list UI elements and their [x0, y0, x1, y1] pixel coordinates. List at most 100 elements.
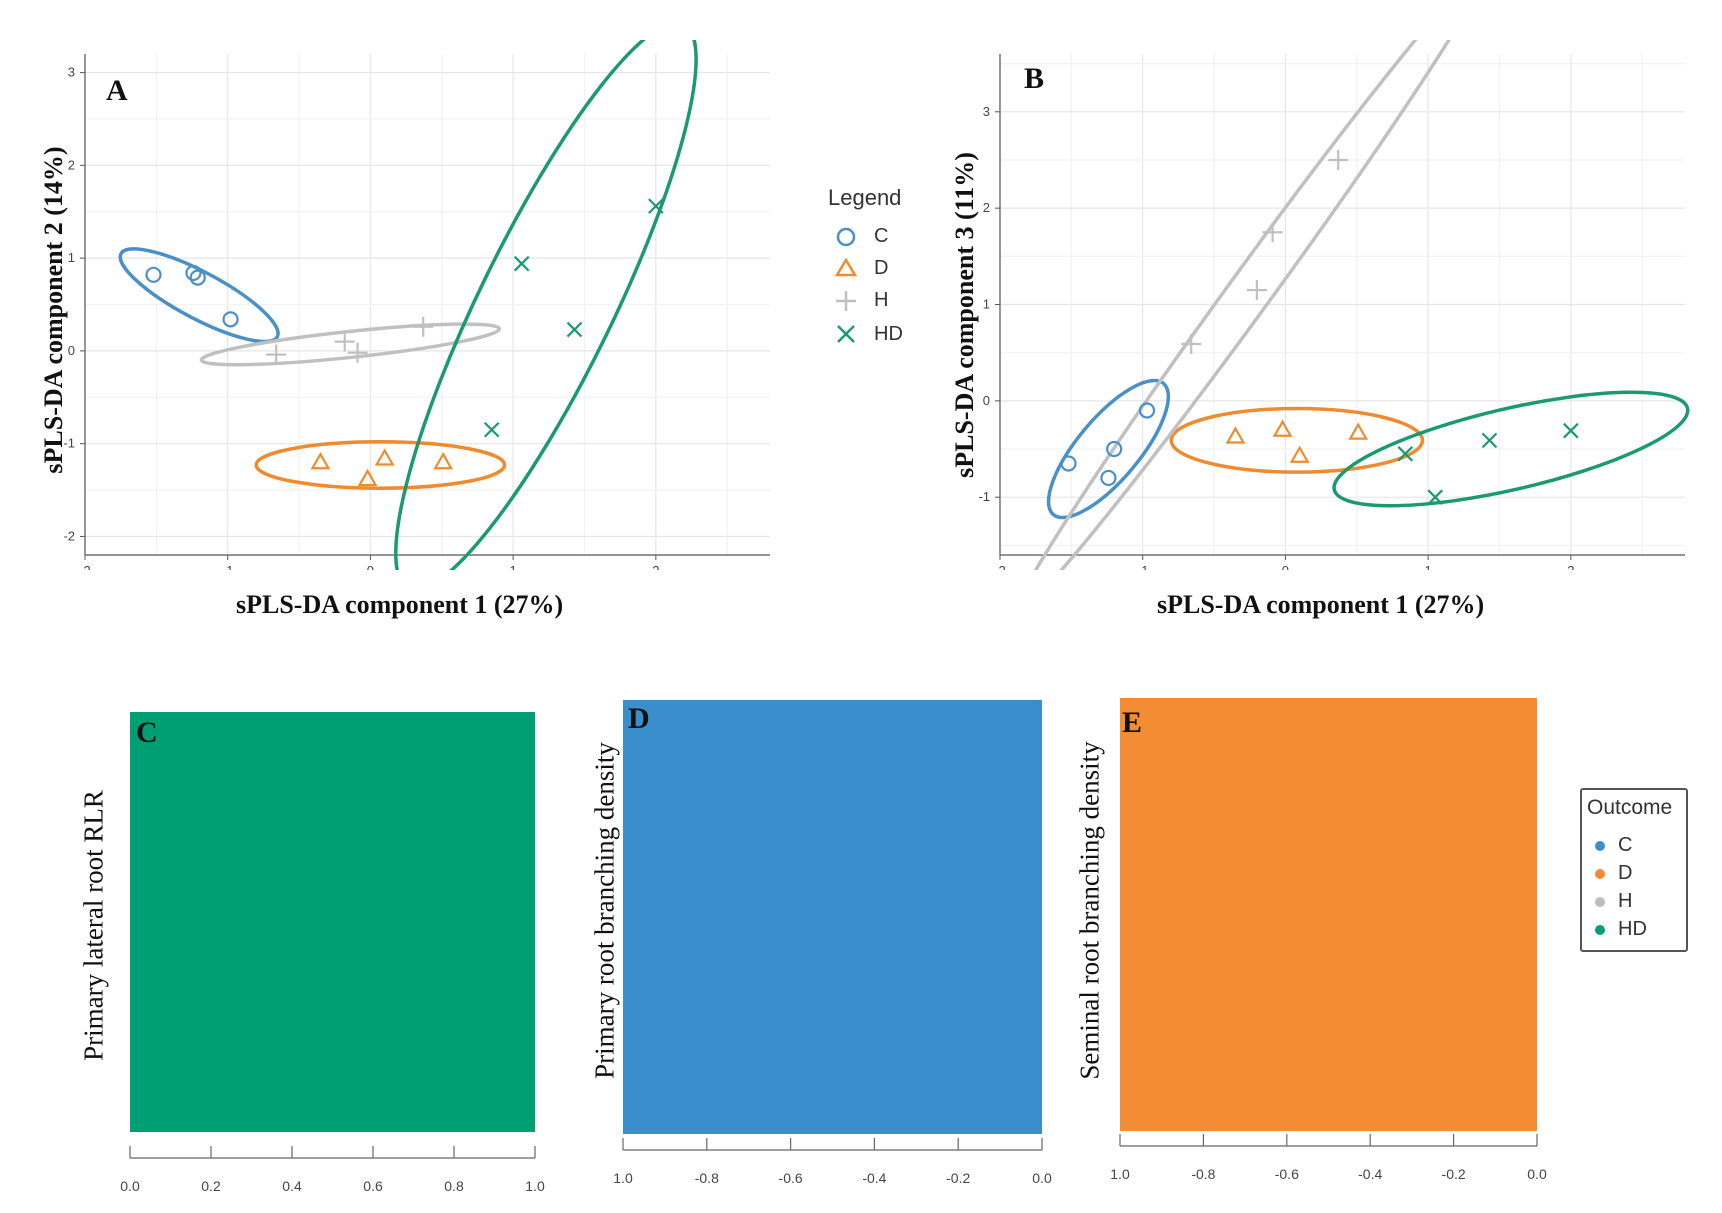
outcome-legend: Outcome C D H HD — [1580, 788, 1688, 952]
plot-a-y-axis-title: sPLS-DA component 2 (14%) — [39, 146, 68, 474]
x-tick-label: 1.0 — [613, 1170, 633, 1186]
point-c — [1060, 455, 1077, 472]
bar — [130, 712, 535, 1132]
y-tick-label: -1 — [978, 489, 990, 504]
x-tick-label: 0.0 — [120, 1178, 140, 1194]
point-c — [145, 266, 162, 283]
outcome-legend-title: Outcome — [1587, 796, 1673, 819]
y-tick-label: 0 — [68, 343, 75, 358]
x-tick-label: 0.2 — [201, 1178, 221, 1194]
outcome-dot-c-icon — [1595, 841, 1605, 851]
bar — [623, 700, 1042, 1134]
x-tick-label: 0.0 — [1527, 1166, 1547, 1182]
x-tick-label: -2 — [79, 563, 91, 570]
legend-title: Legend — [828, 185, 902, 210]
y-tick-label: -1 — [63, 436, 75, 451]
legend-triangle-icon — [834, 257, 858, 277]
legend-label-h: H — [874, 289, 889, 311]
point-c — [1138, 402, 1156, 419]
bar-plot-e: 1.0 -0.8 -0.6 -0.4 -0.2 0.0 — [1110, 698, 1547, 1182]
x-tick-label: 1 — [1425, 563, 1432, 570]
point-c — [1106, 440, 1123, 458]
x-tick-label: -0.8 — [695, 1170, 719, 1186]
point-c — [185, 264, 202, 282]
confidence-ellipse-hd — [394, 40, 698, 570]
point-d — [374, 448, 395, 466]
point-hd — [1563, 422, 1579, 439]
outcome-label-d: D — [1618, 862, 1633, 884]
y-tick-label: 3 — [68, 65, 75, 80]
point-d — [1272, 419, 1293, 437]
point-c — [189, 269, 206, 286]
plot-b-x-axis-title: sPLS-DA component 1 (27%) — [1157, 590, 1485, 619]
legend-markers — [834, 227, 858, 343]
confidence-ellipse-c — [1046, 378, 1171, 520]
point-hd — [648, 198, 664, 214]
x-tick-label: 0.4 — [282, 1178, 302, 1194]
x-tick-label: 0 — [1282, 563, 1289, 570]
point-d — [1348, 422, 1369, 440]
outcome-dot-h-icon — [1595, 897, 1605, 907]
legend-a: Legend C D H HD — [828, 185, 938, 359]
confidence-ellipse-h — [1015, 40, 1490, 570]
point-h — [1246, 280, 1267, 301]
confidence-ellipse-c — [118, 247, 280, 344]
x-tick-label: 1 — [510, 563, 517, 570]
point-c — [222, 311, 239, 328]
point-h — [413, 316, 434, 337]
x-tick-label: -0.6 — [1275, 1166, 1299, 1182]
point-d — [1225, 426, 1246, 444]
point-d — [310, 452, 331, 470]
point-d — [433, 452, 454, 470]
x-tick-label: 0.8 — [444, 1178, 464, 1194]
y-tick-label: 1 — [68, 250, 75, 265]
y-tick-label: 1 — [983, 297, 990, 312]
x-tick-label: 2 — [652, 563, 659, 570]
point-d — [357, 468, 378, 487]
plot-b-y-axis-title: sPLS-DA component 3 (11%) — [950, 152, 979, 478]
point-hd — [513, 255, 530, 272]
panel-label-c: C — [136, 716, 158, 749]
outcome-label-c: C — [1618, 834, 1633, 856]
panel-label-d: D — [628, 702, 650, 735]
y-tick-label: 2 — [68, 157, 75, 172]
grid-lines — [84, 54, 770, 555]
point-hd — [566, 321, 583, 338]
x-tick-label: -0.2 — [1442, 1166, 1466, 1182]
point-h — [266, 344, 287, 365]
x-tick-label: -2 — [994, 563, 1006, 570]
bar — [1120, 698, 1537, 1131]
point-d — [1289, 445, 1310, 463]
y-tick-label: 2 — [983, 200, 990, 215]
legend-label-d: D — [874, 257, 889, 279]
point-hd — [1427, 489, 1444, 505]
panel-label-b: B — [1024, 62, 1045, 95]
point-hd — [483, 421, 500, 438]
point-h — [347, 342, 368, 363]
outcome-label-h: H — [1618, 890, 1633, 912]
x-tick-label: -0.4 — [1358, 1166, 1382, 1182]
point-h — [1328, 149, 1349, 170]
x-tick-label: -1 — [1137, 563, 1149, 570]
x-tick-label: 1.0 — [1110, 1166, 1130, 1182]
panel-label-a: A — [106, 74, 128, 107]
outcome-legend-dots — [1595, 841, 1605, 935]
bar-plot-c: 0.0 0.2 0.4 0.6 0.8 1.0 — [120, 712, 545, 1194]
scatter-plot-b: -2 -1 0 1 2 -1 0 1 2 3 — [978, 40, 1690, 570]
y-tick-label: -2 — [63, 528, 75, 543]
point-c — [1100, 469, 1117, 487]
point-h — [334, 331, 355, 352]
y-tick-label: 3 — [983, 104, 990, 119]
point-hd — [1397, 446, 1414, 462]
outcome-label-hd: HD — [1618, 918, 1647, 940]
x-tick-label: -0.8 — [1191, 1166, 1215, 1182]
x-tick-label: 1.0 — [525, 1178, 545, 1194]
plot-a-x-axis-title: sPLS-DA component 1 (27%) — [236, 590, 564, 619]
x-tick-label: -0.2 — [946, 1170, 970, 1186]
outcome-dot-hd-icon — [1595, 925, 1605, 935]
x-tick-label: 2 — [1567, 563, 1574, 570]
x-tick-label: -0.4 — [862, 1170, 886, 1186]
scatter-plot-a: -2 -1 0 1 2 -2 -1 0 1 2 3 — [63, 40, 770, 570]
bar-plot-d: 1.0 -0.8 -0.6 -0.4 -0.2 0.0 — [613, 700, 1052, 1186]
x-tick-label: 0.6 — [363, 1178, 383, 1194]
